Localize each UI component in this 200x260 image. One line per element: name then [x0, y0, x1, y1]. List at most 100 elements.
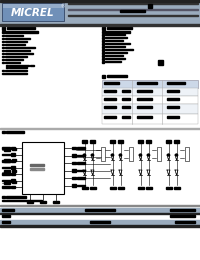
- Bar: [148, 4, 152, 8]
- Bar: [0, 24, 200, 25]
- Bar: [5, 49, 30, 51]
- Bar: [105, 40, 123, 41]
- Bar: [30, 168, 44, 170]
- Bar: [85, 209, 115, 211]
- Bar: [2, 49, 4, 51]
- Bar: [102, 52, 104, 54]
- Bar: [22, 142, 64, 194]
- Bar: [107, 75, 127, 77]
- Bar: [175, 221, 195, 223]
- Bar: [6, 131, 24, 133]
- Bar: [157, 147, 161, 161]
- Bar: [2, 31, 4, 33]
- Bar: [170, 209, 195, 211]
- Bar: [9, 64, 29, 66]
- Bar: [2, 62, 4, 63]
- Bar: [122, 90, 130, 92]
- Bar: [68, 3, 198, 4]
- Text: MICREL: MICREL: [11, 8, 55, 17]
- Bar: [102, 96, 198, 104]
- Bar: [2, 153, 10, 155]
- Bar: [2, 73, 27, 74]
- Bar: [9, 67, 27, 68]
- Bar: [68, 15, 198, 16]
- Bar: [167, 98, 179, 100]
- Circle shape: [168, 154, 170, 156]
- Bar: [82, 187, 88, 188]
- Bar: [104, 98, 116, 100]
- Bar: [102, 40, 104, 42]
- Bar: [5, 37, 30, 39]
- Bar: [105, 49, 133, 50]
- Bar: [11, 166, 15, 168]
- Bar: [0, 2, 200, 24]
- Bar: [2, 200, 42, 201]
- Bar: [129, 147, 133, 161]
- Bar: [72, 169, 76, 172]
- Bar: [102, 104, 198, 114]
- Bar: [122, 106, 130, 107]
- Bar: [77, 185, 85, 186]
- Bar: [77, 162, 85, 164]
- Bar: [5, 43, 25, 45]
- Bar: [4, 181, 10, 184]
- Bar: [104, 116, 116, 118]
- Bar: [2, 166, 10, 168]
- Bar: [0, 225, 200, 226]
- Bar: [137, 90, 152, 92]
- Bar: [11, 179, 15, 181]
- Bar: [102, 49, 104, 50]
- Bar: [0, 213, 200, 214]
- Bar: [105, 61, 121, 62]
- Bar: [5, 55, 27, 57]
- Bar: [2, 209, 14, 211]
- Bar: [102, 88, 198, 96]
- Bar: [2, 160, 10, 161]
- Bar: [12, 148, 16, 150]
- Circle shape: [148, 154, 150, 156]
- Bar: [102, 31, 130, 32]
- Bar: [174, 187, 180, 188]
- Bar: [2, 37, 4, 39]
- Bar: [120, 10, 145, 11]
- Bar: [90, 221, 110, 223]
- Bar: [102, 55, 104, 56]
- Bar: [5, 70, 27, 71]
- Bar: [11, 159, 15, 162]
- Bar: [2, 221, 10, 223]
- Bar: [2, 215, 10, 217]
- Bar: [11, 153, 15, 155]
- Bar: [104, 106, 116, 107]
- Bar: [137, 116, 152, 118]
- Bar: [105, 34, 125, 35]
- Bar: [105, 58, 125, 59]
- Bar: [2, 196, 5, 198]
- Bar: [0, 220, 200, 224]
- Bar: [146, 187, 152, 188]
- Bar: [77, 177, 85, 179]
- Bar: [138, 187, 144, 188]
- Bar: [102, 27, 105, 29]
- Bar: [90, 187, 96, 188]
- Bar: [2, 27, 5, 29]
- Bar: [105, 46, 125, 47]
- Circle shape: [112, 154, 114, 156]
- Bar: [72, 154, 76, 157]
- Bar: [102, 61, 104, 62]
- Bar: [102, 34, 104, 36]
- Bar: [137, 82, 157, 84]
- Bar: [102, 114, 198, 124]
- Bar: [104, 90, 116, 92]
- Bar: [72, 146, 76, 149]
- Bar: [118, 187, 124, 188]
- Bar: [40, 201, 46, 203]
- Bar: [5, 62, 20, 63]
- Bar: [3, 31, 38, 32]
- Circle shape: [92, 154, 94, 156]
- Bar: [6, 196, 26, 198]
- Bar: [167, 116, 179, 118]
- Bar: [2, 47, 4, 48]
- Bar: [185, 147, 189, 161]
- Bar: [167, 82, 185, 84]
- Bar: [2, 58, 4, 60]
